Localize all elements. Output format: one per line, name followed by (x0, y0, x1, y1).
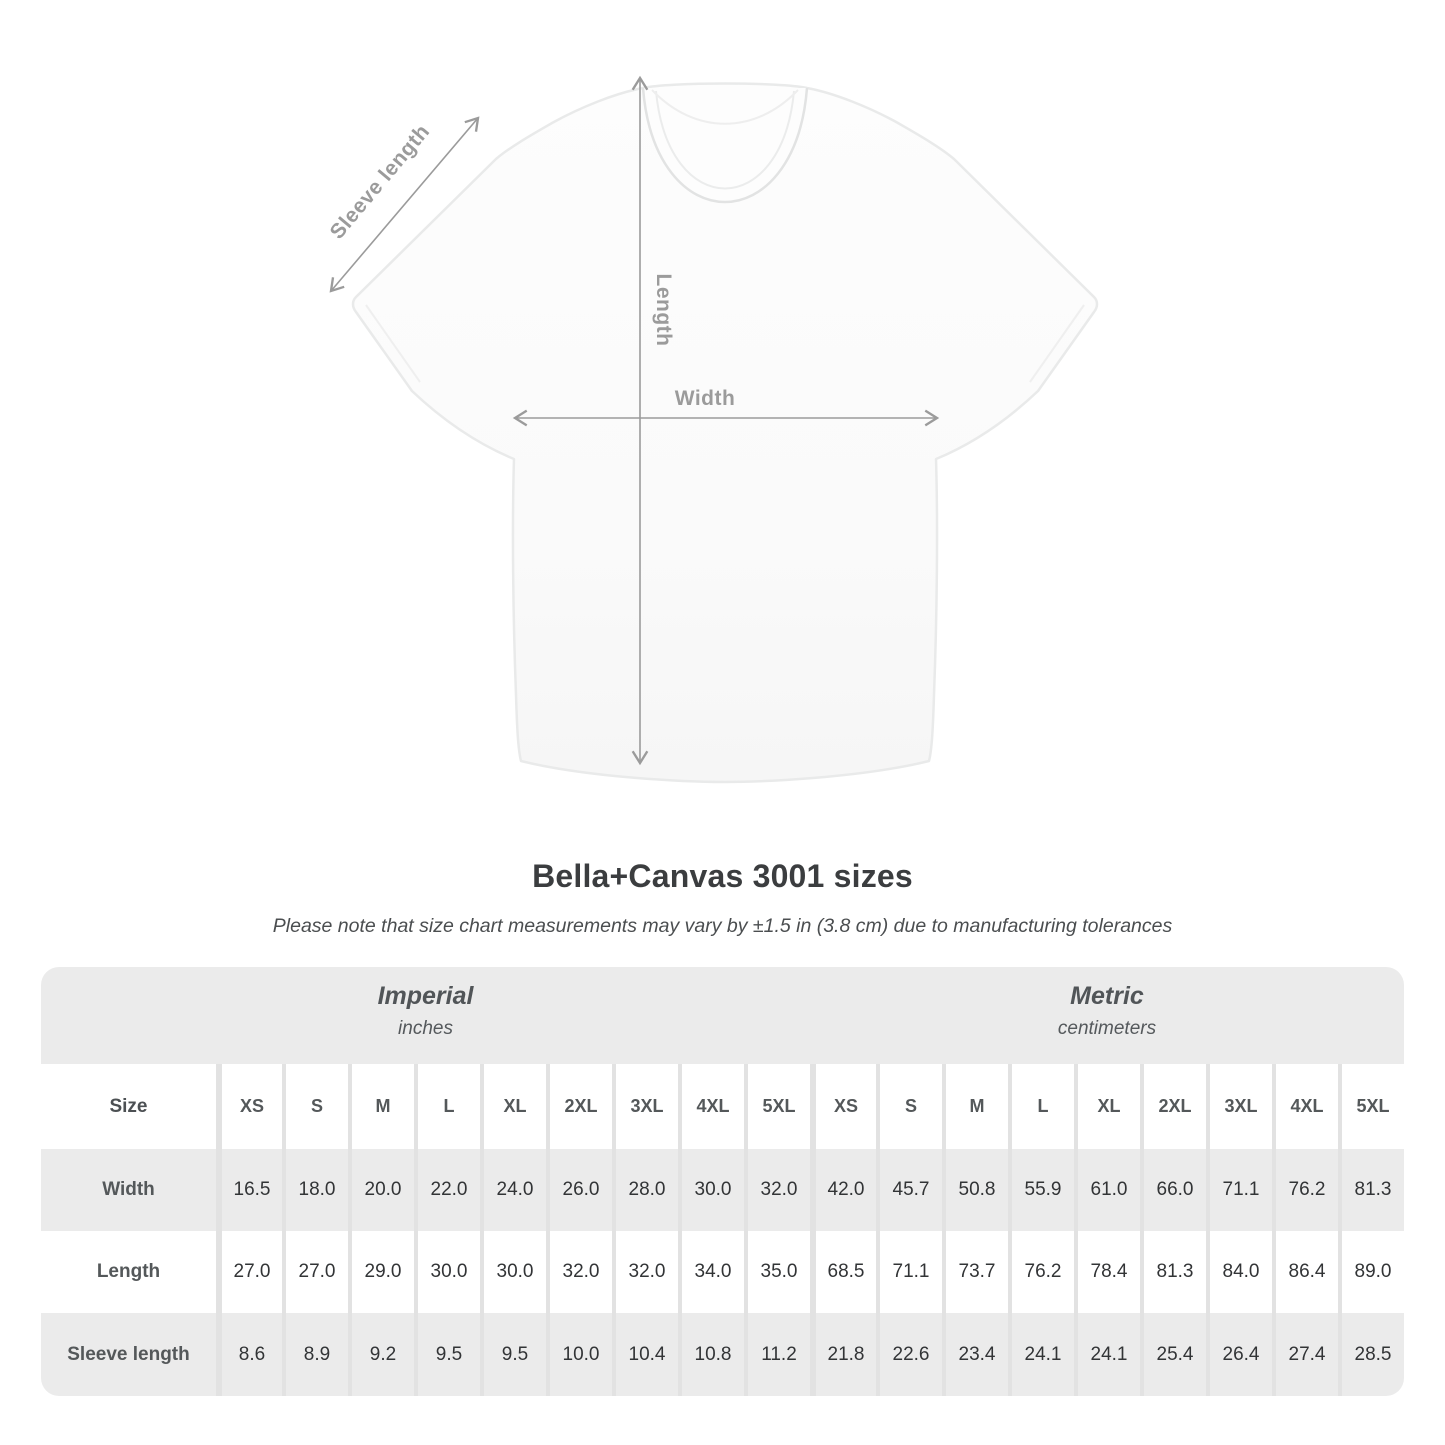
size-header-imperial-l: L (414, 1064, 480, 1149)
value-cell-sleeve-length-imperial-2xl: 10.0 (546, 1313, 612, 1396)
unit-group-imperial: Imperial inches (41, 967, 810, 1064)
value-cell-length-metric-l: 76.2 (1008, 1231, 1074, 1313)
value-cell-width-metric-m: 50.8 (942, 1149, 1008, 1231)
value-cell-sleeve-length-imperial-3xl: 10.4 (612, 1313, 678, 1396)
size-header-imperial-4xl: 4XL (678, 1064, 744, 1149)
value-cell-width-imperial-4xl: 30.0 (678, 1149, 744, 1231)
value-cell-length-metric-s: 71.1 (876, 1231, 942, 1313)
size-header-metric-xs: XS (810, 1064, 876, 1149)
value-cell-width-imperial-2xl: 26.0 (546, 1149, 612, 1231)
tshirt-right-cuff-seam (1029, 304, 1085, 383)
value-cell-length-imperial-xs: 27.0 (216, 1231, 282, 1313)
value-cell-sleeve-length-imperial-l: 9.5 (414, 1313, 480, 1396)
value-cell-sleeve-length-imperial-4xl: 10.8 (678, 1313, 744, 1396)
value-cell-width-metric-3xl: 71.1 (1206, 1149, 1272, 1231)
tshirt-left-cuff-seam (365, 304, 421, 383)
value-cell-sleeve-length-metric-l: 24.1 (1008, 1313, 1074, 1396)
value-cell-sleeve-length-imperial-xl: 9.5 (480, 1313, 546, 1396)
value-cell-width-metric-xl: 61.0 (1074, 1149, 1140, 1231)
page-title: Bella+Canvas 3001 sizes (532, 858, 913, 894)
value-cell-width-imperial-3xl: 28.0 (612, 1149, 678, 1231)
size-header-metric-l: L (1008, 1064, 1074, 1149)
unit-group-metric-sublabel: centimeters (1057, 1017, 1157, 1039)
value-cell-sleeve-length-metric-4xl: 27.4 (1272, 1313, 1338, 1396)
value-cell-width-metric-5xl: 81.3 (1338, 1149, 1404, 1231)
value-cell-length-metric-m: 73.7 (942, 1231, 1008, 1313)
size-column-header: Size (41, 1064, 216, 1149)
value-cell-width-imperial-m: 20.0 (348, 1149, 414, 1231)
value-cell-length-imperial-3xl: 32.0 (612, 1231, 678, 1313)
value-cell-length-metric-xl: 78.4 (1074, 1231, 1140, 1313)
unit-group-imperial-sublabel: inches (398, 1017, 453, 1039)
value-cell-length-metric-3xl: 84.0 (1206, 1231, 1272, 1313)
sleeve-length-label: Sleeve length (326, 120, 435, 243)
value-cell-width-metric-2xl: 66.0 (1140, 1149, 1206, 1231)
value-cell-sleeve-length-metric-3xl: 26.4 (1206, 1313, 1272, 1396)
size-header-imperial-3xl: 3XL (612, 1064, 678, 1149)
size-header-metric-s: S (876, 1064, 942, 1149)
value-cell-width-imperial-xl: 24.0 (480, 1149, 546, 1231)
tshirt-size-diagram: Sleeve length Length Width (300, 55, 1150, 820)
size-chart-table: Imperial inches Metric centimeters Size … (41, 967, 1404, 1396)
value-cell-sleeve-length-metric-xs: 21.8 (810, 1313, 876, 1396)
tolerance-note: Please note that size chart measurements… (272, 915, 1173, 937)
size-header-imperial-m: M (348, 1064, 414, 1149)
unit-group-metric: Metric centimeters (810, 967, 1404, 1064)
value-cell-sleeve-length-imperial-5xl: 11.2 (744, 1313, 810, 1396)
value-cell-sleeve-length-imperial-m: 9.2 (348, 1313, 414, 1396)
value-cell-sleeve-length-metric-2xl: 25.4 (1140, 1313, 1206, 1396)
value-cell-sleeve-length-metric-s: 22.6 (876, 1313, 942, 1396)
size-header-imperial-5xl: 5XL (744, 1064, 810, 1149)
value-cell-length-imperial-2xl: 32.0 (546, 1231, 612, 1313)
value-cell-length-imperial-4xl: 34.0 (678, 1231, 744, 1313)
value-cell-length-imperial-l: 30.0 (414, 1231, 480, 1313)
row-label-length: Length (41, 1231, 216, 1313)
value-cell-length-metric-xs: 68.5 (810, 1231, 876, 1313)
value-cell-length-imperial-5xl: 35.0 (744, 1231, 810, 1313)
value-cell-sleeve-length-imperial-xs: 8.6 (216, 1313, 282, 1396)
value-cell-width-metric-l: 55.9 (1008, 1149, 1074, 1231)
size-header-imperial-xl: XL (480, 1064, 546, 1149)
value-cell-sleeve-length-metric-xl: 24.1 (1074, 1313, 1140, 1396)
size-header-metric-m: M (942, 1064, 1008, 1149)
tshirt-collar-outer (641, 87, 809, 204)
value-cell-length-metric-2xl: 81.3 (1140, 1231, 1206, 1313)
value-cell-width-metric-4xl: 76.2 (1272, 1149, 1338, 1231)
tshirt-diagram-svg: Sleeve length Length Width (326, 75, 1099, 784)
size-header-imperial-2xl: 2XL (546, 1064, 612, 1149)
size-header-metric-4xl: 4XL (1272, 1064, 1338, 1149)
row-label-width: Width (41, 1149, 216, 1231)
value-cell-length-imperial-s: 27.0 (282, 1231, 348, 1313)
length-label: Length (652, 274, 675, 347)
row-label-sleeve-length: Sleeve length (41, 1313, 216, 1396)
value-cell-width-imperial-s: 18.0 (282, 1149, 348, 1231)
size-header-metric-3xl: 3XL (1206, 1064, 1272, 1149)
value-cell-length-imperial-xl: 30.0 (480, 1231, 546, 1313)
size-header-metric-2xl: 2XL (1140, 1064, 1206, 1149)
value-cell-width-metric-s: 45.7 (876, 1149, 942, 1231)
value-cell-length-metric-5xl: 89.0 (1338, 1231, 1404, 1313)
value-cell-width-imperial-xs: 16.5 (216, 1149, 282, 1231)
value-cell-sleeve-length-imperial-s: 8.9 (282, 1313, 348, 1396)
size-header-metric-xl: XL (1074, 1064, 1140, 1149)
tshirt-collar-back (651, 89, 799, 125)
value-cell-width-imperial-5xl: 32.0 (744, 1149, 810, 1231)
tshirt-collar-inner (655, 90, 795, 190)
value-cell-width-metric-xs: 42.0 (810, 1149, 876, 1231)
value-cell-length-metric-4xl: 86.4 (1272, 1231, 1338, 1313)
value-cell-width-imperial-l: 22.0 (414, 1149, 480, 1231)
value-cell-sleeve-length-metric-5xl: 28.5 (1338, 1313, 1404, 1396)
value-cell-sleeve-length-metric-m: 23.4 (942, 1313, 1008, 1396)
size-header-imperial-xs: XS (216, 1064, 282, 1149)
value-cell-length-imperial-m: 29.0 (348, 1231, 414, 1313)
sleeve-length-arrow (329, 116, 480, 293)
width-label: Width (675, 387, 736, 410)
unit-group-metric-label: Metric (1070, 981, 1144, 1010)
size-header-imperial-s: S (282, 1064, 348, 1149)
size-header-metric-5xl: 5XL (1338, 1064, 1404, 1149)
unit-group-imperial-label: Imperial (377, 981, 474, 1010)
tshirt-body (351, 82, 1099, 784)
